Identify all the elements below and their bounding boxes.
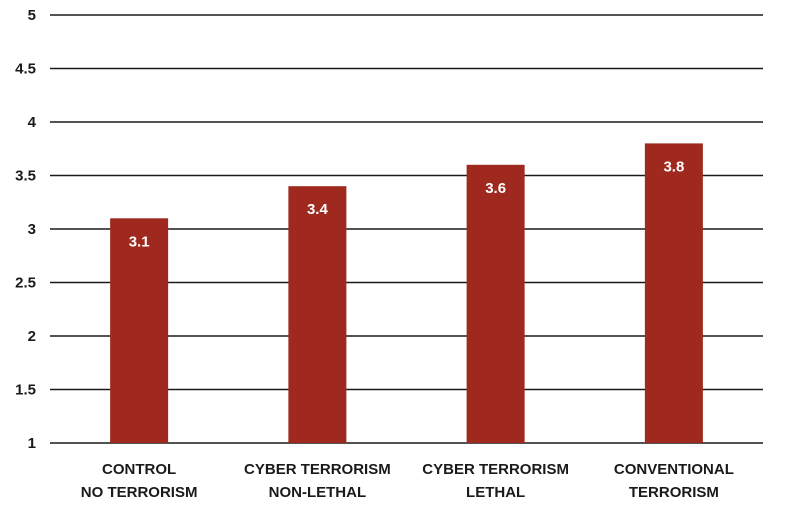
y-tick-label: 5: [28, 7, 36, 24]
x-category-label-line: CYBER TERRORISM: [244, 461, 391, 478]
x-axis-category-labels: CONTROL NO TERRORISM CYBER TERRORISM NON-LE…: [81, 461, 734, 501]
y-tick-label: 4: [28, 114, 37, 131]
x-category-label-line: NON-LETHAL: [269, 484, 367, 501]
bar: [110, 218, 169, 443]
x-category-label: CYBER TERRORISM LETHAL: [422, 461, 569, 501]
x-category-label-line: CYBER TERRORISM: [422, 461, 569, 478]
y-tick-label: 1: [28, 435, 36, 452]
bar-data-labels: 3.1 3.4 3.6 3.8: [129, 158, 685, 250]
y-tick-label: 4.5: [15, 61, 36, 78]
x-category-label-line: TERRORISM: [629, 484, 719, 501]
x-category-label-line: CONTROL: [102, 461, 176, 478]
x-category-label-line: NO TERRORISM: [81, 484, 198, 501]
x-category-label-line: CONVENTIONAL: [614, 461, 734, 478]
y-tick-label: 2: [28, 328, 36, 345]
bar-value-label: 3.6: [485, 180, 506, 197]
y-tick-label: 3: [28, 221, 36, 238]
bar-value-label: 3.1: [129, 233, 150, 250]
y-tick-label: 1.5: [15, 382, 36, 399]
bar: [644, 143, 703, 443]
bar: [288, 186, 347, 443]
x-category-label: CONTROL NO TERRORISM: [81, 461, 198, 501]
x-category-label: CYBER TERRORISM NON-LETHAL: [244, 461, 391, 501]
bars: [110, 143, 703, 444]
y-tick-label: 3.5: [15, 168, 36, 185]
x-category-label-line: LETHAL: [466, 484, 525, 501]
bar: [466, 164, 525, 444]
bar-value-label: 3.8: [663, 158, 684, 175]
x-category-label: CONVENTIONAL TERRORISM: [614, 461, 734, 501]
gridlines: [50, 14, 763, 444]
y-tick-label: 2.5: [15, 275, 36, 292]
y-axis-ticks: 1 1.5 2 2.5 3 3.5 4 4.5 5: [15, 7, 37, 452]
bar-value-label: 3.4: [307, 201, 329, 218]
